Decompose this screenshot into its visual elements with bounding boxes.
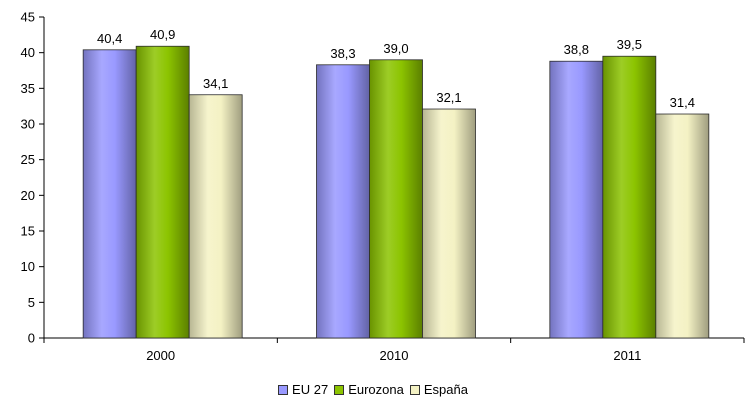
legend-label-espana: España xyxy=(423,382,468,397)
bar-eurozona-2011 xyxy=(602,55,657,339)
legend-item-eurozona: Eurozona xyxy=(334,382,404,397)
legend: EU 27 Eurozona España xyxy=(0,382,746,397)
y-tick-label: 15 xyxy=(21,224,35,239)
bar-espaa-2010 xyxy=(422,108,476,339)
y-tick-label: 0 xyxy=(28,331,35,346)
data-label: 40,9 xyxy=(150,27,175,42)
bar-eu27-2011 xyxy=(549,60,604,339)
y-tick-label: 25 xyxy=(21,152,35,167)
bar-eu27-2000 xyxy=(82,49,137,339)
x-tick-label: 2000 xyxy=(146,348,175,363)
y-tick-label: 20 xyxy=(21,188,35,203)
bar-espaa-2011 xyxy=(655,113,710,339)
bar-eurozona-2000 xyxy=(135,45,190,339)
legend-label-eu27: EU 27 xyxy=(292,382,329,397)
data-label: 34,1 xyxy=(203,76,228,91)
legend-swatch-espana xyxy=(409,384,420,395)
data-label: 38,3 xyxy=(330,46,355,61)
y-tick-label: 35 xyxy=(21,81,35,96)
legend-item-espana: España xyxy=(409,382,468,397)
legend-swatch-eurozona xyxy=(334,384,345,395)
data-label: 39,0 xyxy=(383,41,408,56)
x-tick-label: 2010 xyxy=(380,348,409,363)
legend-label-eurozona: Eurozona xyxy=(348,382,404,397)
y-tick-label: 5 xyxy=(28,295,35,310)
y-tick-label: 30 xyxy=(21,117,35,132)
data-label: 38,8 xyxy=(564,42,589,57)
bar-espaa-2000 xyxy=(188,94,243,339)
legend-item-eu27: EU 27 xyxy=(278,382,328,397)
y-tick-label: 45 xyxy=(21,10,35,25)
bar-eu27-2010 xyxy=(316,64,370,339)
data-label: 32,1 xyxy=(436,90,461,105)
x-tick-label: 2011 xyxy=(613,348,641,363)
bar-eurozona-2010 xyxy=(369,59,423,339)
data-label: 39,5 xyxy=(617,37,642,52)
data-label: 31,4 xyxy=(670,95,695,110)
y-tick-label: 10 xyxy=(21,259,35,274)
data-label: 40,4 xyxy=(97,31,122,46)
legend-swatch-eu27 xyxy=(278,384,289,395)
y-tick-label: 40 xyxy=(21,45,35,60)
